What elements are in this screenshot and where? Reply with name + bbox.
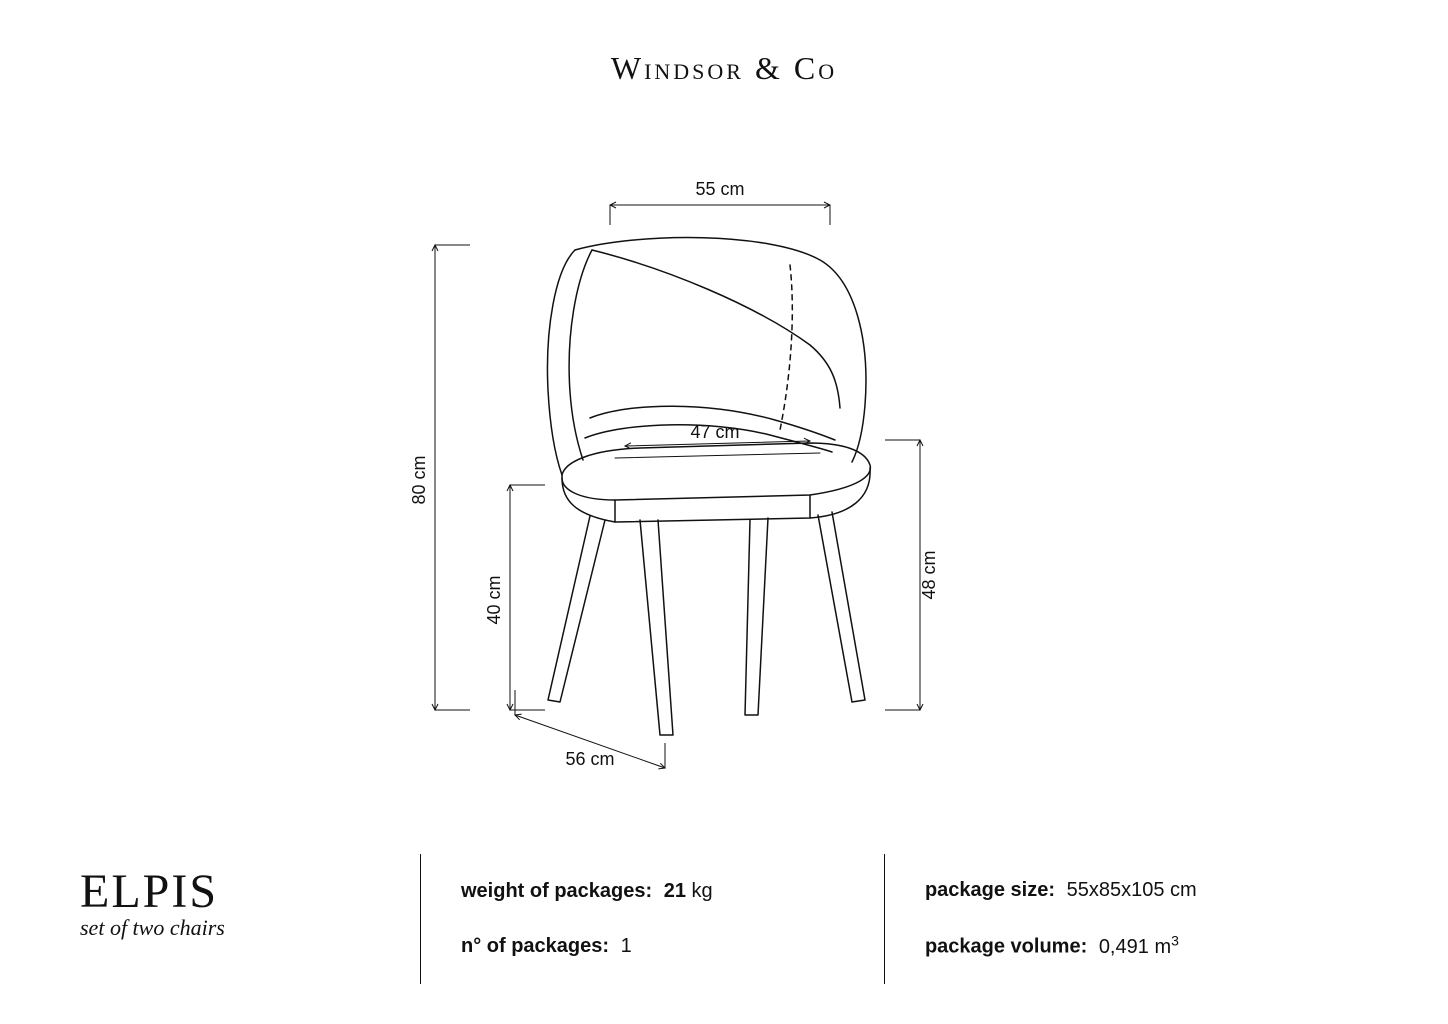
spec-volume: package volume: 0,491 m3 — [925, 932, 1328, 959]
dim-total-height: 80 cm — [409, 245, 470, 710]
chair-technical-drawing: 55 cm 80 cm 40 cm 48 cm — [380, 170, 1030, 790]
product-name: ELPIS — [80, 864, 380, 919]
spec-count: n° of packages: 1 — [461, 935, 844, 958]
dim-top-width: 55 cm — [610, 179, 830, 225]
product-subtitle: set of two chairs — [80, 915, 380, 941]
dim-seat-height: 40 cm — [484, 485, 545, 710]
spec-size: package size: 55x85x105 cm — [925, 879, 1328, 902]
dim-back-height: 48 cm — [885, 440, 939, 710]
dim-seat-depth-label: 47 cm — [690, 422, 739, 442]
svg-text:48 cm: 48 cm — [919, 550, 939, 599]
brand-title: Windsor & Co — [0, 50, 1448, 87]
dim-base-depth: 56 cm — [515, 690, 665, 769]
svg-text:55 cm: 55 cm — [695, 179, 744, 199]
svg-text:56 cm: 56 cm — [565, 749, 614, 769]
svg-text:80 cm: 80 cm — [409, 455, 429, 504]
spec-footer: ELPIS set of two chairs weight of packag… — [80, 854, 1368, 984]
spec-weight: weight of packages: 21 kg — [461, 880, 844, 903]
chair-outline — [547, 238, 870, 735]
svg-text:40 cm: 40 cm — [484, 575, 504, 624]
